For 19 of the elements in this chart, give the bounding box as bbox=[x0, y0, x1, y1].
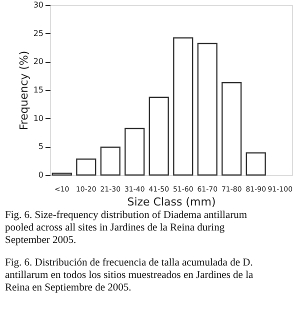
bar bbox=[148, 96, 169, 176]
bar bbox=[222, 82, 242, 176]
bar bbox=[100, 146, 120, 176]
y-tick-label: 15 bbox=[33, 86, 44, 94]
x-axis-title: Size Class (mm) bbox=[127, 196, 216, 208]
bar bbox=[246, 152, 266, 176]
caption: Fig. 6. Size-frequency distribution of Diadema antillarum pooled across all sites in Jardines de la Reina during September 2005. bbox=[5, 210, 248, 246]
bar bbox=[197, 42, 218, 176]
y-tick-label: 25 bbox=[33, 28, 44, 38]
y-tick-label: 20 bbox=[33, 57, 44, 66]
y-tick-label: 10 bbox=[33, 114, 44, 123]
bar bbox=[124, 128, 145, 176]
y-tick-label: 30 bbox=[33, 0, 44, 10]
caption: Fig. 6. Distribución de frecuencia de talla acumulada de D. antillarum en todos los sitios muestreados en Jardines de la Reina en Septiembre de 2005. bbox=[5, 258, 254, 294]
y-axis-title: Frequency (%) bbox=[17, 50, 30, 130]
y-tick-label: 5 bbox=[38, 142, 44, 152]
y-tick-label: 0 bbox=[38, 170, 44, 180]
bar bbox=[173, 37, 194, 176]
bar bbox=[76, 158, 96, 176]
